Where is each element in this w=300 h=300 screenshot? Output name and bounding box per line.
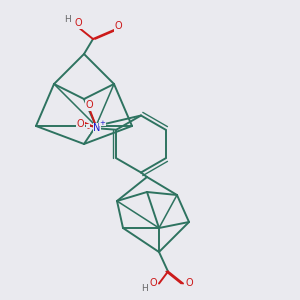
Text: O: O [76, 119, 84, 129]
Text: -: - [86, 124, 89, 133]
Text: H: H [141, 284, 147, 293]
Text: O: O [74, 18, 82, 28]
Text: +: + [99, 120, 105, 126]
Text: O: O [149, 278, 157, 289]
Text: N: N [93, 123, 100, 133]
Text: O: O [115, 21, 122, 32]
Text: O: O [185, 278, 193, 289]
Text: O: O [85, 100, 93, 110]
Text: H: H [64, 15, 71, 24]
